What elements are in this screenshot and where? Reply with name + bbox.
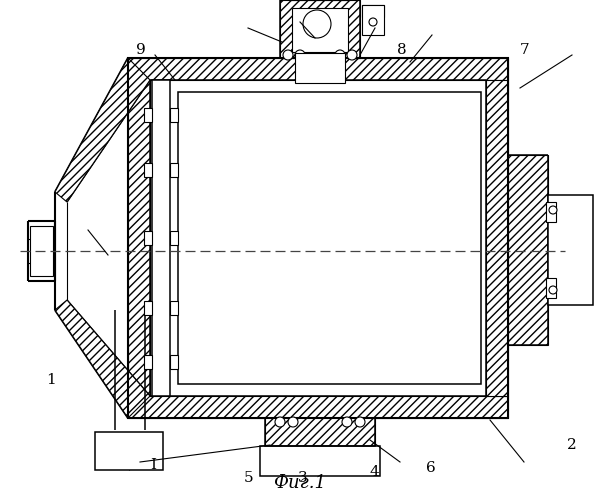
Text: 8: 8 — [397, 43, 406, 57]
Text: 5: 5 — [244, 470, 253, 484]
Text: I: I — [150, 458, 156, 472]
Bar — [144, 301, 152, 315]
Polygon shape — [55, 300, 150, 418]
Circle shape — [283, 50, 293, 60]
Bar — [128, 396, 508, 418]
Bar — [292, 8, 348, 52]
Bar — [280, 0, 360, 58]
Bar — [144, 108, 152, 122]
Bar — [144, 355, 152, 369]
Bar — [30, 226, 53, 276]
Circle shape — [549, 206, 557, 214]
Circle shape — [295, 50, 305, 60]
Text: 4: 4 — [370, 466, 379, 479]
Bar — [144, 231, 152, 245]
Bar — [265, 418, 375, 446]
Circle shape — [355, 417, 365, 427]
Bar — [548, 195, 593, 305]
Bar — [508, 155, 548, 345]
Circle shape — [288, 417, 298, 427]
Bar — [152, 80, 170, 396]
Circle shape — [369, 18, 377, 26]
Bar — [295, 53, 345, 83]
Bar — [178, 92, 481, 384]
Bar — [128, 80, 150, 396]
Text: 2: 2 — [567, 438, 577, 452]
Bar — [170, 163, 178, 177]
Text: 3: 3 — [298, 470, 307, 484]
Text: 7: 7 — [519, 43, 529, 57]
Bar — [144, 163, 152, 177]
Bar — [486, 80, 508, 396]
Text: 9: 9 — [136, 43, 146, 57]
Bar — [280, 0, 360, 58]
Bar — [128, 58, 508, 418]
Bar — [260, 446, 380, 476]
Bar — [170, 355, 178, 369]
Bar — [546, 202, 556, 222]
Bar — [128, 58, 508, 80]
Bar — [170, 231, 178, 245]
Bar — [95, 432, 163, 470]
Circle shape — [342, 417, 352, 427]
Text: 1: 1 — [46, 373, 56, 387]
Bar — [362, 5, 384, 35]
Bar — [546, 278, 556, 298]
Bar — [170, 108, 178, 122]
Bar — [265, 418, 375, 446]
Polygon shape — [55, 58, 150, 202]
Circle shape — [347, 50, 357, 60]
Text: Фиг.1: Фиг.1 — [273, 474, 326, 492]
Circle shape — [275, 417, 285, 427]
Bar — [362, 5, 384, 17]
Circle shape — [335, 50, 345, 60]
Circle shape — [303, 10, 331, 38]
Circle shape — [549, 286, 557, 294]
Text: 6: 6 — [426, 460, 436, 474]
Bar — [170, 301, 178, 315]
